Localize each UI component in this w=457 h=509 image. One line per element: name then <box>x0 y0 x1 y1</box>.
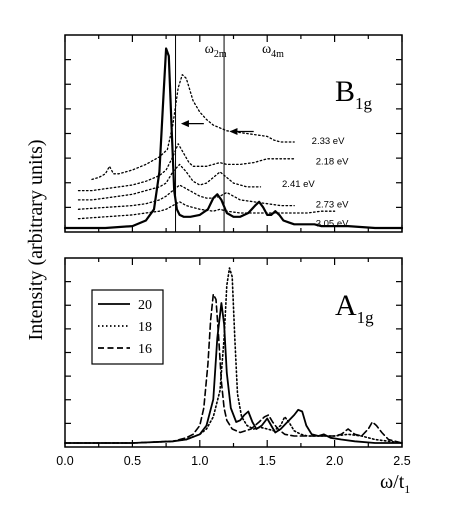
x-tick-label: 0.5 <box>124 454 141 468</box>
b1g-panel-label: B1g <box>335 75 373 113</box>
series-16 <box>64 293 403 444</box>
energy-label: 2.18 eV <box>316 157 349 168</box>
x-tick-labels: 0.0 0.5 1.0 1.5 2.0 2.5 <box>56 454 410 468</box>
legend-box <box>91 289 164 365</box>
panel-letter: A <box>335 289 357 322</box>
y-axis-label: Intensity (arbitrary units) <box>25 139 47 340</box>
energy-label: 2.73 eV <box>316 200 349 211</box>
b1g-series-group <box>63 47 404 230</box>
a1g-legend: 20 18 16 <box>91 289 164 365</box>
b1g-panel: 2.33 eV2.18 eV2.41 eV2.73 eV3.05 eV ω2m … <box>63 34 404 233</box>
energy-label: 3.05 eV <box>316 218 349 229</box>
x-label-subscript: 1 <box>404 482 410 496</box>
legend-label: 20 <box>138 298 152 313</box>
panel-subscript: 1g <box>355 94 373 113</box>
legend-label: 18 <box>138 320 152 335</box>
panel-subscript: 1g <box>357 308 375 327</box>
b1g-arrows <box>180 120 254 136</box>
b1g-series-labels: 2.33 eV 2.18 eV2.41 eV2.73 eV 3.05 eV <box>282 136 349 229</box>
shift-arrow-head <box>229 128 238 136</box>
x-tick-label: 2.0 <box>326 454 343 468</box>
omega-4m-label: ω4m <box>262 42 284 60</box>
b1g-ticks <box>64 35 403 232</box>
omega-2m-label: ω2m <box>205 42 227 60</box>
a1g-panel-label: A1g <box>335 289 374 327</box>
omega-subscript: 2m <box>214 49 227 60</box>
a1g-ticks <box>64 258 403 447</box>
series-2-33-ev <box>91 74 295 181</box>
shift-arrow-head <box>180 120 189 128</box>
panel-letter: B <box>335 75 355 108</box>
b1g-reference-lines <box>175 35 225 232</box>
x-tick-label: 2.5 <box>393 454 410 468</box>
omega-symbol: ω <box>205 42 214 57</box>
series-bold <box>63 47 404 230</box>
a1g-panel: 20 18 16 A1g 0.0 0.5 1.0 1.5 2.0 2.5 ω/t1 <box>56 257 411 496</box>
x-tick-label: 0.0 <box>56 454 73 468</box>
b1g-plot-frame <box>64 34 403 233</box>
omega-subscript: 4m <box>271 49 284 60</box>
x-tick-label: 1.0 <box>191 454 208 468</box>
x-tick-label: 1.5 <box>259 454 276 468</box>
x-label-main: ω/t <box>380 471 405 493</box>
series-2-73-ev <box>77 184 295 210</box>
legend-label: 16 <box>138 342 152 357</box>
series-2-41-ev <box>77 163 262 201</box>
a1g-series-group <box>64 267 403 444</box>
energy-label: 2.33 eV <box>312 136 345 147</box>
series-2-18-ev <box>77 143 295 192</box>
series-3-05-ev <box>77 201 336 220</box>
omega-symbol: ω <box>262 42 271 57</box>
x-axis-label: ω/t1 <box>380 471 410 496</box>
energy-label: 2.41 eV <box>282 179 315 190</box>
